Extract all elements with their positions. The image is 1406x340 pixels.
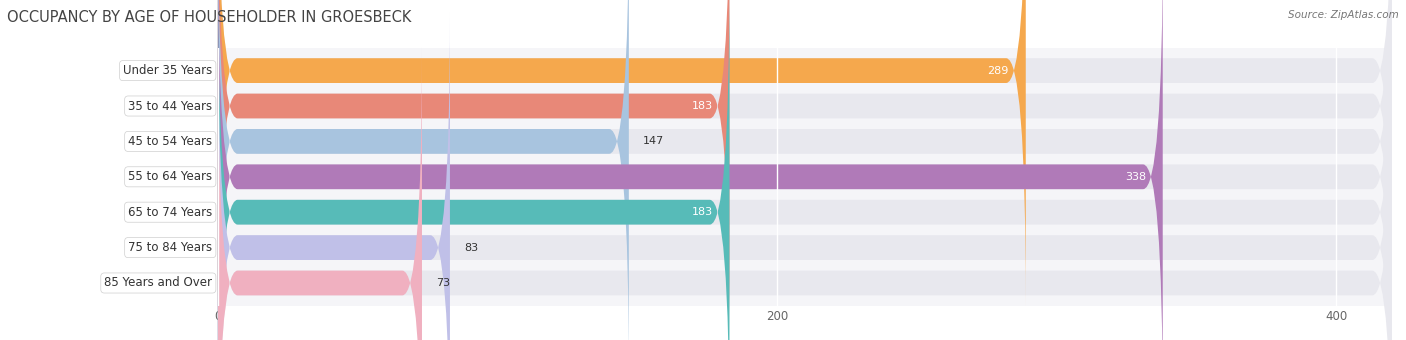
FancyBboxPatch shape <box>218 12 1392 340</box>
Text: 55 to 64 Years: 55 to 64 Years <box>128 170 212 183</box>
FancyBboxPatch shape <box>218 48 422 340</box>
FancyBboxPatch shape <box>218 0 1392 306</box>
Text: Under 35 Years: Under 35 Years <box>124 64 212 77</box>
Text: 338: 338 <box>1125 172 1146 182</box>
FancyBboxPatch shape <box>218 0 1392 340</box>
FancyBboxPatch shape <box>218 0 1026 306</box>
Text: 45 to 54 Years: 45 to 54 Years <box>128 135 212 148</box>
Text: 35 to 44 Years: 35 to 44 Years <box>128 100 212 113</box>
Text: 65 to 74 Years: 65 to 74 Years <box>128 206 212 219</box>
Text: 183: 183 <box>692 207 713 217</box>
Text: Source: ZipAtlas.com: Source: ZipAtlas.com <box>1288 10 1399 20</box>
FancyBboxPatch shape <box>218 48 1392 340</box>
FancyBboxPatch shape <box>218 0 1392 340</box>
FancyBboxPatch shape <box>218 0 730 340</box>
Text: 75 to 84 Years: 75 to 84 Years <box>128 241 212 254</box>
Text: OCCUPANCY BY AGE OF HOUSEHOLDER IN GROESBECK: OCCUPANCY BY AGE OF HOUSEHOLDER IN GROES… <box>7 10 412 25</box>
Text: 147: 147 <box>643 136 664 147</box>
Text: 73: 73 <box>436 278 450 288</box>
Text: 289: 289 <box>987 66 1010 75</box>
FancyBboxPatch shape <box>218 12 450 340</box>
Text: 183: 183 <box>692 101 713 111</box>
Text: 83: 83 <box>464 243 478 253</box>
Text: 85 Years and Over: 85 Years and Over <box>104 276 212 289</box>
FancyBboxPatch shape <box>218 0 1392 340</box>
FancyBboxPatch shape <box>218 0 1163 340</box>
FancyBboxPatch shape <box>218 0 628 340</box>
FancyBboxPatch shape <box>218 0 1392 340</box>
FancyBboxPatch shape <box>218 0 730 340</box>
